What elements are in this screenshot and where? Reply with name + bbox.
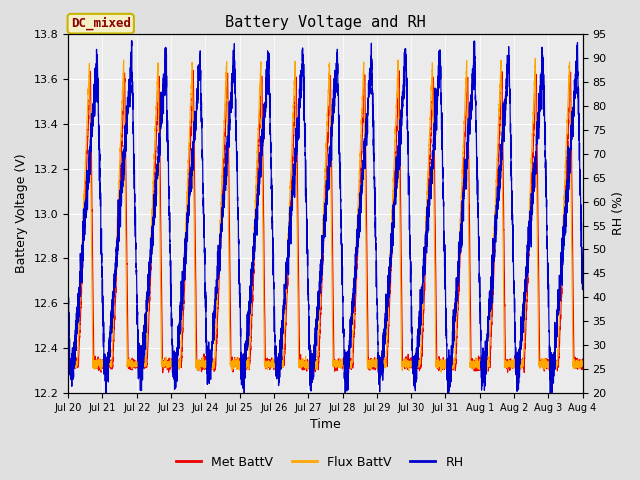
Line: Met BattV: Met BattV <box>68 71 582 373</box>
Met BattV <box>579 356 586 362</box>
Flux BattV <box>295 359 303 364</box>
Text: DC_mixed: DC_mixed <box>71 17 131 30</box>
Met BattV <box>377 371 385 376</box>
RH <box>295 101 303 107</box>
Y-axis label: RH (%): RH (%) <box>612 192 625 236</box>
Y-axis label: Battery Voltage (V): Battery Voltage (V) <box>15 154 28 273</box>
RH <box>189 154 197 159</box>
Met BattV <box>575 362 582 368</box>
RH <box>184 223 191 228</box>
Flux BattV <box>189 121 197 127</box>
Flux BattV <box>579 360 586 366</box>
Flux BattV <box>258 164 266 170</box>
RH <box>445 396 452 402</box>
Flux BattV <box>64 363 72 369</box>
Flux BattV <box>531 56 539 61</box>
Line: Flux BattV: Flux BattV <box>68 59 582 372</box>
Legend: Met BattV, Flux BattV, RH: Met BattV, Flux BattV, RH <box>172 451 468 474</box>
Flux BattV <box>575 362 582 368</box>
RH <box>579 277 586 283</box>
Met BattV <box>295 284 303 289</box>
Flux BattV <box>437 369 445 375</box>
Met BattV <box>189 76 197 82</box>
X-axis label: Time: Time <box>310 419 340 432</box>
Met BattV <box>64 357 72 362</box>
Met BattV <box>184 204 191 209</box>
Title: Battery Voltage and RH: Battery Voltage and RH <box>225 15 426 30</box>
Met BattV <box>186 140 194 146</box>
RH <box>187 173 195 179</box>
RH <box>259 134 266 140</box>
RH <box>128 38 136 44</box>
Flux BattV <box>186 103 194 108</box>
Line: RH: RH <box>68 41 582 399</box>
RH <box>575 100 582 106</box>
Flux BattV <box>184 179 191 184</box>
Met BattV <box>189 68 197 73</box>
RH <box>64 305 72 311</box>
Met BattV <box>259 92 266 98</box>
